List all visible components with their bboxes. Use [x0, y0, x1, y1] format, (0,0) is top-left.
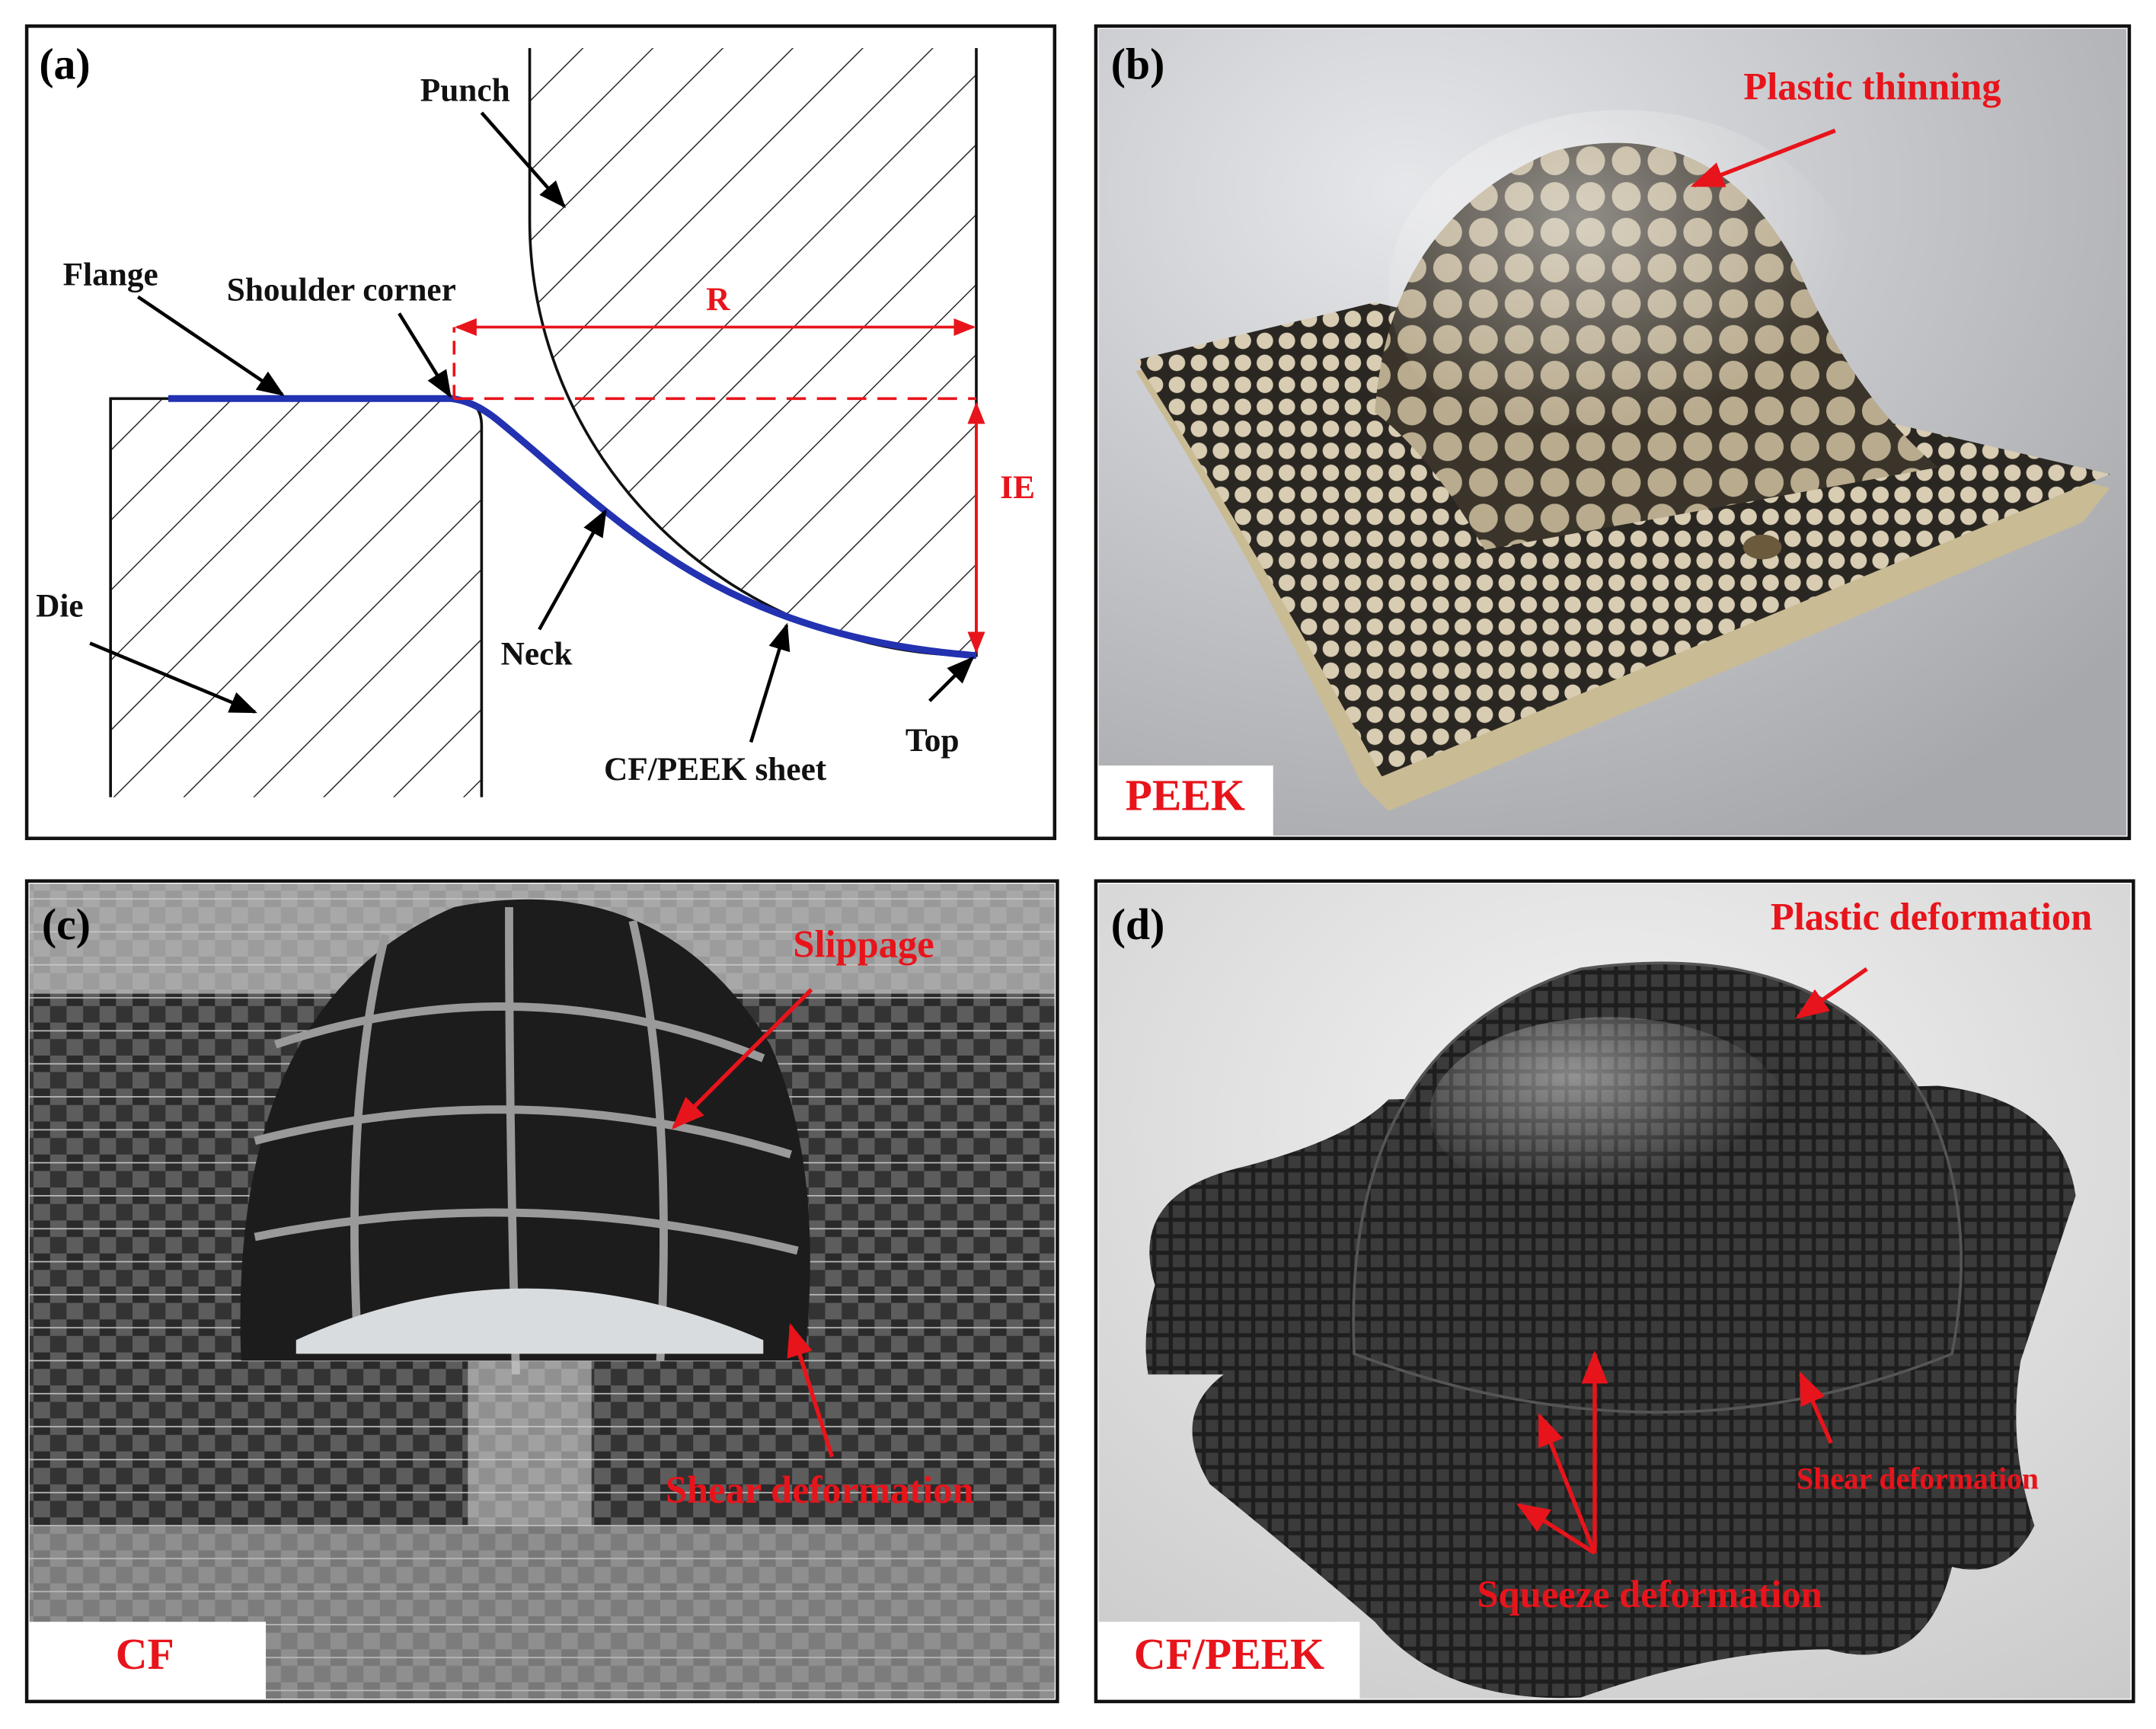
material-box: [1098, 765, 1273, 836]
material-label: CF/PEEK: [1134, 1631, 1324, 1679]
panel-a: (a) Punch Flange Shoulder corner R IE Di…: [24, 24, 1057, 840]
annotation: Plastic thinning: [1743, 66, 2001, 108]
arrow: [1538, 1412, 1597, 1555]
hole: [1742, 534, 1782, 560]
panel-label: (d): [1111, 901, 1165, 949]
dome-fibers: [254, 906, 799, 1375]
fiber: [628, 919, 668, 1361]
callouts: [89, 111, 975, 743]
callout-label: CF/PEEK sheet: [604, 751, 827, 788]
arrow: [89, 641, 257, 714]
callout-label: Top: [906, 722, 960, 759]
panel-label: (b): [1111, 40, 1165, 88]
arrow: [398, 312, 452, 398]
reflection: [468, 1360, 592, 1526]
photo: [1098, 884, 2131, 1699]
annotation: Shear deformation: [1797, 1462, 2039, 1495]
annotation: Plastic deformation: [1771, 896, 2092, 938]
photo: [1098, 28, 2127, 836]
panel-b: (b) Plastic thinning PEEK: [1094, 24, 2132, 840]
arrow: [787, 1323, 835, 1458]
material-label: PEEK: [1126, 772, 1245, 820]
material-label: CF: [116, 1631, 174, 1679]
dimension-label: IE: [1000, 469, 1035, 506]
annotation: Slippage: [793, 923, 934, 966]
callout-label: Neck: [501, 635, 573, 672]
arrows: [1516, 967, 1868, 1555]
arrow: [1799, 1371, 1833, 1444]
annotation: Squeeze deformation: [1477, 1573, 1822, 1616]
annotation: Shear deformation: [666, 1469, 974, 1511]
callout-label: Flange: [63, 256, 158, 292]
panel-d: (d) Plastic deformation Shear deformatio…: [1094, 879, 2135, 1704]
fiber: [254, 1105, 792, 1159]
panel-c: (c) Slippage Shear deformation CF: [24, 879, 1059, 1704]
panel-label: (a): [39, 40, 90, 88]
arrow: [480, 111, 567, 209]
photo: [29, 884, 1055, 1699]
panel-frame: [24, 879, 1059, 1704]
die: [109, 397, 484, 797]
arrow: [1690, 128, 1836, 188]
material-box: [1098, 1622, 1360, 1699]
fiber: [273, 1002, 765, 1063]
highlight: [1388, 110, 1856, 468]
dimension-label: R: [706, 281, 730, 318]
arrow: [671, 988, 813, 1130]
arrow: [1516, 1503, 1596, 1555]
fiber: [350, 933, 390, 1347]
callout-label: Shoulder corner: [227, 271, 456, 308]
callout-label: Punch: [420, 72, 510, 109]
opening: [295, 1288, 764, 1354]
panel-frame: [1094, 879, 2135, 1704]
callout-label: Die: [36, 587, 84, 624]
punch: [529, 48, 976, 656]
panel-label: (c): [42, 901, 91, 949]
highlight: [1429, 1017, 1787, 1210]
sheet: [168, 395, 977, 660]
arrow: [928, 656, 975, 702]
arrow: [538, 509, 607, 631]
arrow: [1795, 967, 1868, 1019]
arrow: [749, 622, 791, 743]
arrow: [136, 295, 285, 396]
material-box: [29, 1622, 267, 1699]
fiber: [254, 1208, 799, 1255]
panel-frame: [1094, 24, 2132, 840]
